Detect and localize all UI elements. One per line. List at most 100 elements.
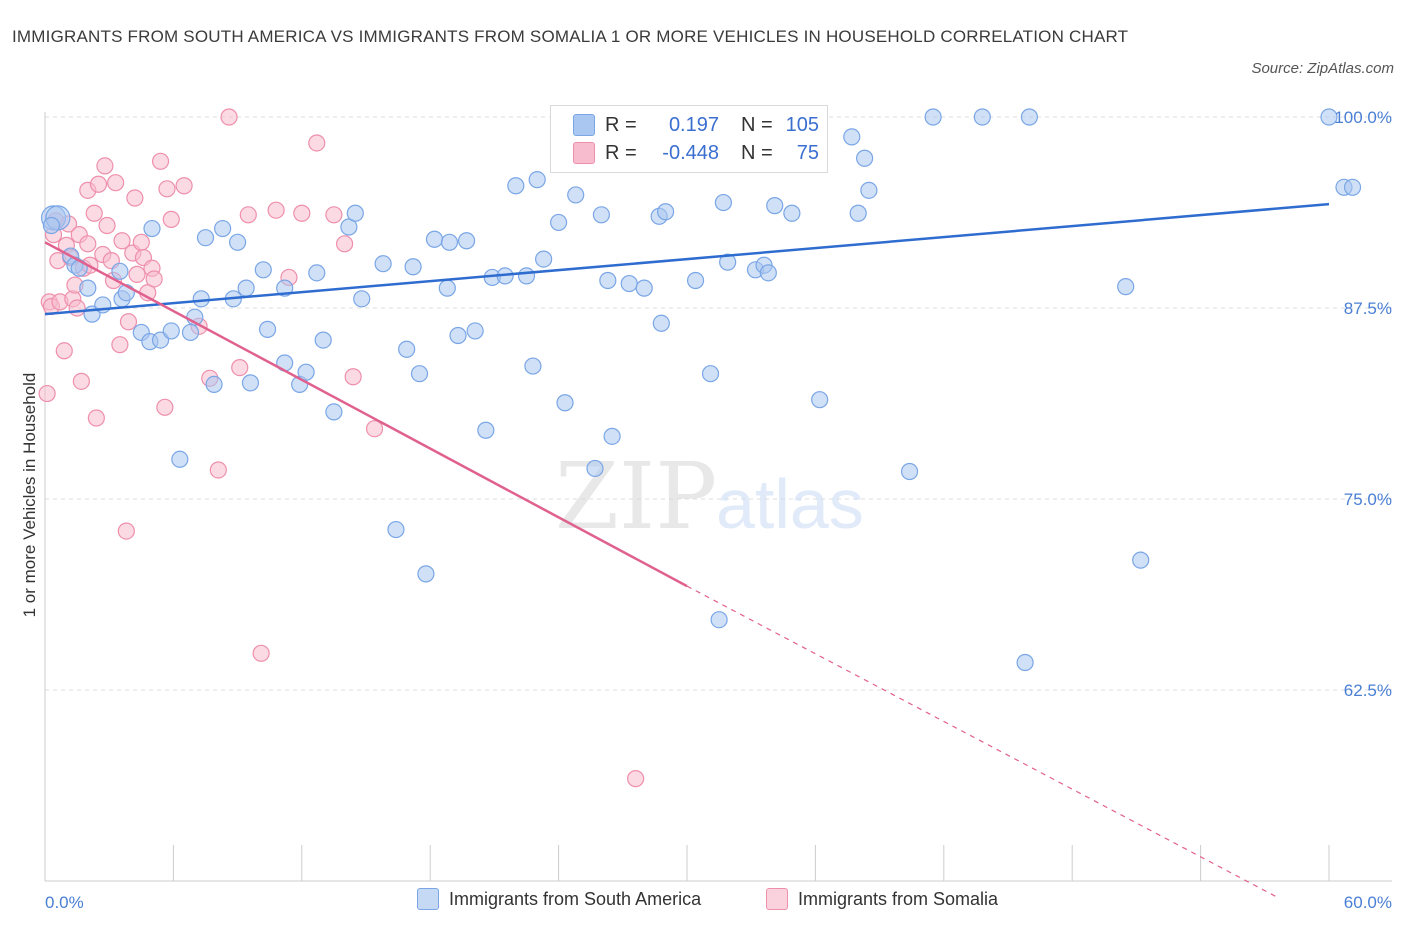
point-south-america [701,365,720,383]
y-tick-label: 62.5% [1344,681,1392,700]
x-tick-label: 0.0% [45,893,84,912]
point-south-america [1016,653,1034,672]
legend-label-somalia: Immigrants from Somalia [798,888,999,909]
stats-r-value-somalia: -0.448 [662,141,719,164]
point-south-america [1343,178,1362,196]
point-south-america [528,171,546,189]
point-south-america [387,520,405,539]
point-south-america [374,255,392,273]
point-somalia [158,180,176,198]
point-somalia [336,235,354,253]
point-south-america [314,331,332,349]
watermark-zip: ZIP [555,443,717,550]
legend: Immigrants from South America Immigrants… [0,888,1406,916]
point-south-america [417,565,435,583]
point-somalia [325,206,343,224]
stats-r-label: R = [605,113,637,136]
x-tick-label: 60.0% [1344,893,1392,912]
stats-r-value-south-america: 0.197 [668,113,719,136]
point-south-america [143,219,161,238]
chart-title: IMMIGRANTS FROM SOUTH AMERICA VS IMMIGRA… [12,27,1129,46]
point-south-america [241,374,260,392]
point-south-america [924,108,942,126]
legend-swatch-south-america [417,888,439,910]
legend-item-somalia[interactable]: Immigrants from Somalia [766,888,998,910]
point-somalia [220,108,238,126]
point-south-america [973,108,991,126]
point-south-america [843,128,861,146]
point-somalia [107,174,125,192]
point-somalia [55,342,73,360]
point-south-america [111,262,129,280]
point-south-america [410,365,429,383]
point-south-america [425,230,444,248]
point-south-america [599,271,617,290]
point-south-america [440,233,459,251]
trend-line-somalia [44,241,688,588]
series-south-america [40,108,1362,672]
point-south-america [205,375,223,393]
y-tick-label: 87.5% [1344,299,1392,318]
tick-labels: 62.5% 75.0% 87.5% 100.0% 0.0% 60.0% [45,108,1392,912]
point-south-america [457,232,476,250]
point-south-america [79,279,97,297]
series-somalia [38,108,645,788]
point-somalia [117,522,135,540]
point-south-america [592,206,611,224]
point-south-america [466,322,484,340]
point-somalia [293,204,311,222]
point-south-america [652,314,670,332]
trend-line-somalia-dashed [686,585,1276,897]
point-somalia [128,265,146,283]
point-somalia [79,235,97,253]
stats-row-somalia: R = -0.448 N = 75 [573,141,819,165]
point-south-america [308,264,326,282]
point-south-america [325,403,343,421]
point-south-america [196,229,215,247]
point-south-america [686,271,705,290]
point-somalia [156,398,174,416]
stats-n-label: N = [741,141,773,164]
point-south-america [811,391,829,409]
point-somalia [85,204,103,222]
point-somalia [231,358,249,377]
point-somalia [627,770,645,788]
stats-swatch-south-america [573,114,595,136]
point-south-america [1117,278,1135,296]
point-south-america [346,204,364,222]
grid-lines [45,116,1392,691]
point-somalia [252,644,270,662]
legend-item-south-america[interactable]: Immigrants from South America [417,888,701,910]
point-south-america [1132,551,1150,569]
point-south-america [42,216,61,235]
point-south-america [656,203,675,221]
y-tick-label: 100.0% [1334,108,1392,127]
point-south-america [783,204,801,222]
point-south-america [398,340,416,358]
point-somalia [87,409,105,427]
point-somalia [239,206,257,224]
point-somalia [111,336,129,354]
stats-row-south-america: R = 0.197 N = 105 [573,113,819,137]
point-somalia [89,175,108,193]
point-somalia [151,152,170,170]
point-south-america [340,218,358,236]
point-somalia [38,384,56,403]
point-south-america [181,323,200,342]
point-somalia [119,313,138,331]
stats-n-label: N = [741,113,773,136]
point-south-america [759,264,777,282]
point-south-america [438,279,456,297]
point-south-america [404,258,422,276]
point-south-america [477,421,495,439]
point-south-america [171,450,189,468]
legend-label-south-america: Immigrants from South America [449,888,702,909]
point-south-america [524,357,542,375]
point-south-america [1320,108,1338,126]
point-south-america [856,149,874,167]
point-south-america [517,267,536,285]
point-south-america [849,204,867,222]
stats-n-value-somalia: 75 [796,141,819,164]
point-south-america [900,462,919,481]
